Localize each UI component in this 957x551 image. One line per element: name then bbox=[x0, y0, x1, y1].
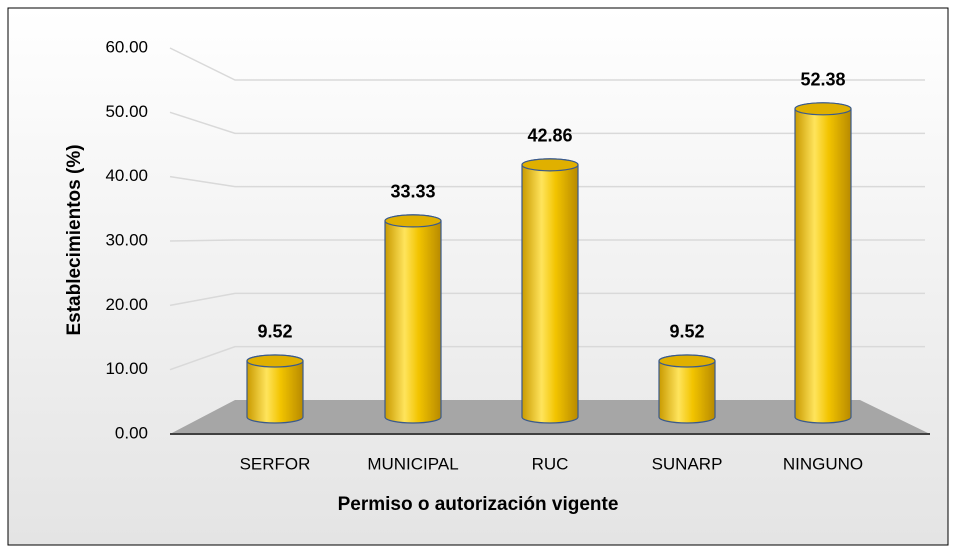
bar bbox=[521, 158, 579, 424]
value-label: 33.33 bbox=[390, 182, 435, 202]
y-tick-label: 30.00 bbox=[105, 230, 148, 249]
bar bbox=[794, 102, 852, 424]
y-tick-label: 0.00 bbox=[115, 423, 148, 442]
y-tick-label: 40.00 bbox=[105, 166, 148, 185]
grid-line bbox=[169, 345, 925, 371]
bar-top bbox=[794, 102, 852, 116]
grid-line bbox=[169, 175, 925, 188]
x-tick-label: SUNARP bbox=[652, 454, 723, 473]
value-label: 52.38 bbox=[800, 70, 845, 90]
x-tick-label: MUNICIPAL bbox=[367, 454, 458, 473]
bar-top bbox=[384, 214, 442, 228]
value-label: 9.52 bbox=[669, 322, 704, 342]
bar bbox=[384, 214, 442, 424]
x-tick-label: SERFOR bbox=[240, 454, 311, 473]
frame bbox=[7, 7, 949, 546]
y-axis-title: Establecimientos (%) bbox=[64, 144, 85, 335]
value-label: 42.86 bbox=[527, 126, 572, 146]
grid-line bbox=[169, 239, 925, 242]
x-axis-title: Permiso o autorización vigente bbox=[338, 494, 619, 515]
value-label: 9.52 bbox=[257, 322, 292, 342]
y-tick-label: 60.00 bbox=[105, 37, 148, 56]
bar-top bbox=[658, 354, 716, 368]
grid-line bbox=[169, 292, 925, 307]
x-tick-label: RUC bbox=[532, 454, 569, 473]
bar-top bbox=[521, 158, 579, 172]
grid-line bbox=[169, 111, 925, 135]
grid-line bbox=[169, 47, 925, 81]
y-tick-label: 50.00 bbox=[105, 102, 148, 121]
x-tick-label: NINGUNO bbox=[783, 454, 863, 473]
y-tick-label: 20.00 bbox=[105, 295, 148, 314]
bar-top bbox=[246, 354, 304, 368]
y-tick-label: 10.00 bbox=[105, 359, 148, 378]
